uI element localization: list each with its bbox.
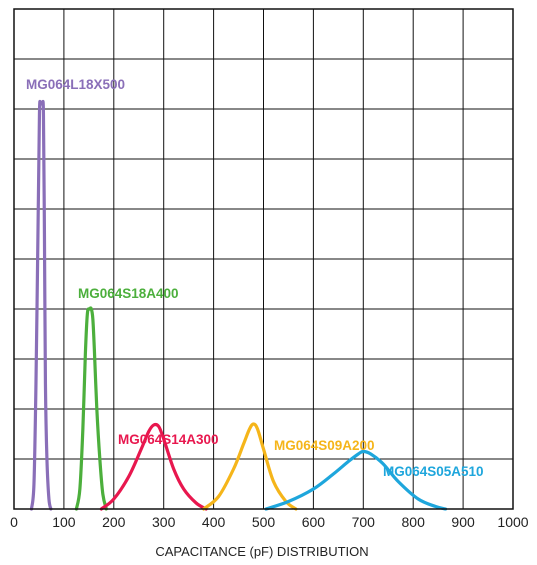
x-tick-label: 800 [402,514,426,530]
x-tick-labels: 0 100 200 300 400 500 600 700 800 900 1000 [10,514,529,530]
x-tick-label: 700 [352,514,376,530]
x-tick-label: 900 [451,514,475,530]
x-tick-label: 500 [252,514,276,530]
series-label: MG064S09A200 [274,438,375,453]
series-labels: MG064L18X500 MG064S18A400 MG064S14A300 MG06… [26,77,484,479]
plot-frame [13,8,514,510]
series-label: MG064S18A400 [78,286,179,301]
x-tick-label: 300 [152,514,176,530]
series-line-MG064S14A300 [99,422,208,511]
x-tick-label: 200 [102,514,126,530]
series-label: MG064S14A300 [118,432,219,447]
x-tick-label: 600 [302,514,326,530]
x-tick-label: 1000 [497,514,528,530]
series-line-MG064S18A400 [74,306,108,511]
series-line-MG064S05A510 [264,449,448,511]
x-tick-label: 0 [10,514,18,530]
x-tick-label: 100 [52,514,76,530]
chart-series [29,99,448,511]
x-axis-label: CAPACITANCE (pF) DISTRIBUTION [155,544,368,559]
series-label: MG064S05A510 [383,464,484,479]
chart-grid [14,9,513,509]
series-label: MG064L18X500 [26,77,125,92]
series-line-MG064L18X500 [29,99,53,511]
series-line-MG064S09A200 [202,422,298,511]
x-tick-label: 400 [202,514,226,530]
